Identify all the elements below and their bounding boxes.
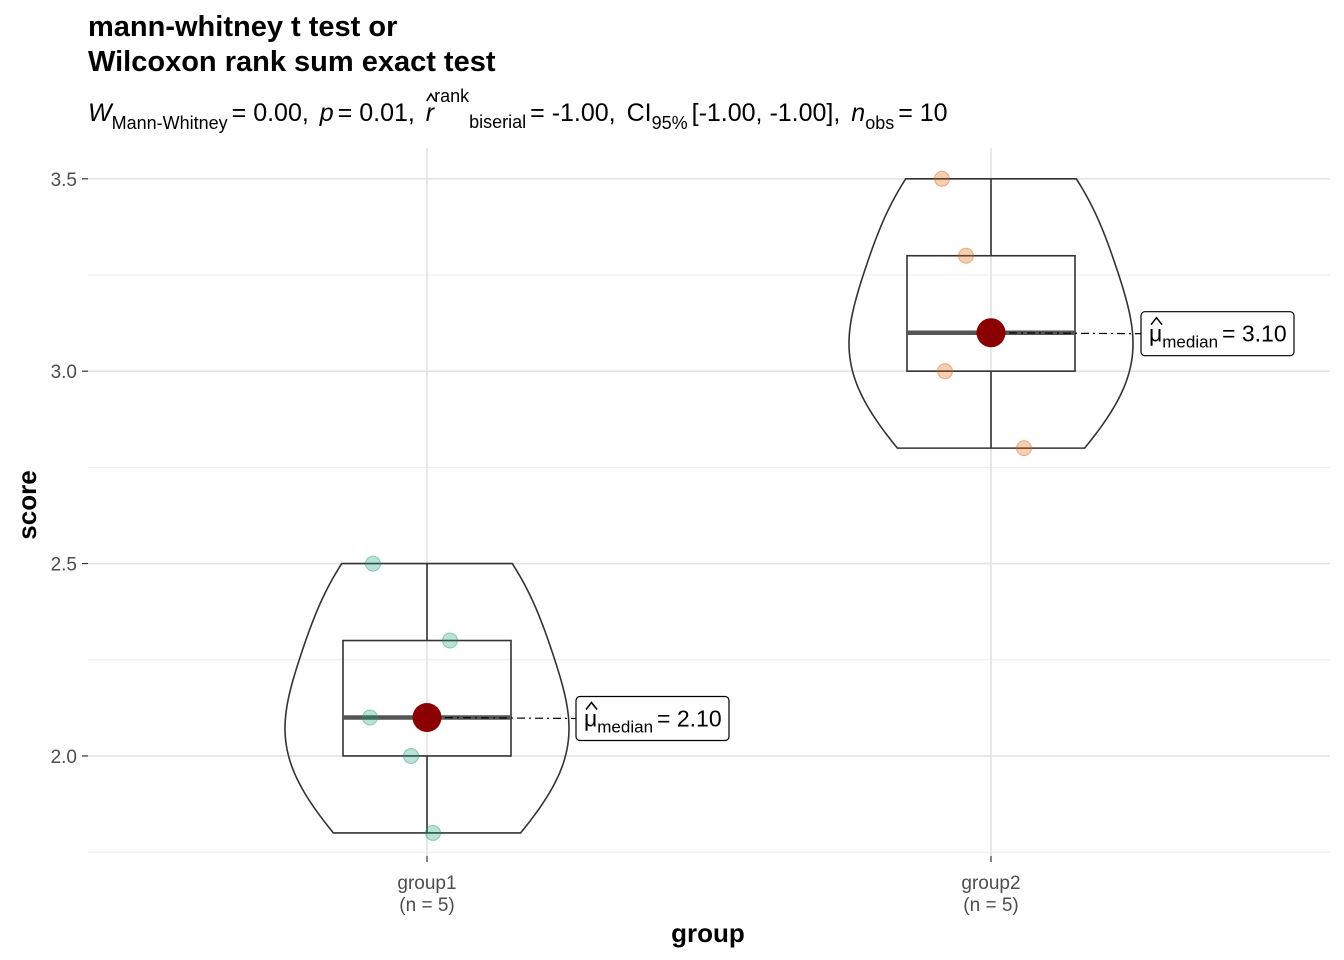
x-axis: group1(n = 5)group2(n = 5)	[397, 856, 1021, 916]
data-point	[403, 747, 419, 764]
y-tick-label: 2.0	[51, 747, 77, 768]
data-point	[1016, 440, 1032, 457]
y-tick-label: 2.5	[51, 555, 77, 576]
median-label-box	[575, 695, 730, 742]
median-point	[976, 318, 1006, 348]
chart-subtitle: WMann-Whitney = 0.00, p = 0.01, rrank biser…	[88, 86, 948, 133]
data-point	[934, 170, 950, 187]
median-connector	[426, 716, 577, 720]
median-point	[412, 702, 442, 732]
data-point	[362, 709, 378, 726]
ci-label: CI	[627, 99, 652, 127]
median-label-box	[1140, 311, 1295, 357]
violin-group2	[848, 177, 1134, 449]
stat-subscript: Mann-Whitney	[112, 113, 228, 133]
x-axis-title: group	[671, 918, 745, 948]
hat-icon	[1150, 316, 1163, 326]
box-group1	[342, 639, 512, 757]
effect-subscript: biserial	[469, 112, 526, 132]
data-point	[442, 632, 458, 649]
box-group2	[906, 254, 1076, 372]
hat-icon	[585, 701, 598, 710]
chart-title-line2: Wilcoxon rank sum exact test	[88, 46, 496, 78]
data-point	[425, 824, 441, 841]
median-connector	[990, 332, 1142, 335]
hat-icon	[426, 92, 436, 102]
data-point	[958, 247, 974, 264]
x-tick-count: (n = 5)	[963, 895, 1018, 916]
y-axis-title: score	[12, 470, 42, 539]
stat-symbol: W	[88, 99, 114, 127]
x-tick-label: group1	[397, 873, 456, 894]
p-value: = 0.01,	[338, 99, 415, 127]
effect-symbol: r	[426, 99, 436, 127]
stat-value: = 0.00,	[232, 99, 309, 127]
n-symbol: n	[851, 99, 865, 127]
y-axis: 2.0 2.5 3.0 3.5	[51, 170, 88, 768]
chart-title-line1: mann-whitney t test or	[88, 11, 397, 43]
y-tick-label: 3.5	[51, 170, 77, 191]
effect-value: = -1.00,	[530, 99, 615, 127]
grid	[88, 148, 1330, 856]
y-tick-label: 3.0	[51, 362, 77, 383]
x-tick-count: (n = 5)	[399, 895, 454, 916]
violin-group1	[284, 562, 570, 834]
data-points	[362, 170, 1032, 841]
data-point	[937, 363, 953, 380]
median-label: μmedian = 2.10	[584, 705, 722, 736]
n-subscript: obs	[865, 113, 894, 133]
data-point	[365, 555, 381, 572]
x-tick-label: group2	[961, 873, 1020, 894]
p-symbol: p	[319, 99, 334, 127]
ci-value: [-1.00, -1.00],	[692, 99, 841, 127]
median-label: μmedian = 3.10	[1149, 321, 1287, 352]
median-labels: μmedian = 2.10 μmedian = 3.10	[575, 311, 1295, 742]
effect-superscript: rank	[434, 86, 470, 106]
n-value: = 10	[898, 99, 947, 127]
ci-subscript: 95%	[652, 113, 688, 133]
violins	[284, 177, 1134, 834]
median-markers	[412, 318, 1142, 732]
